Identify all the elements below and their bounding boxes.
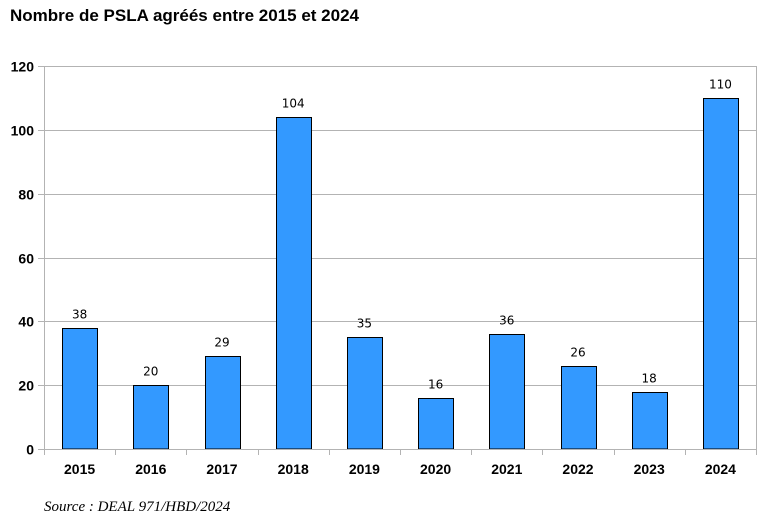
- y-tick-label-60: 60: [18, 251, 34, 267]
- data-label-2015: 38: [72, 308, 87, 322]
- data-label-2017: 29: [214, 336, 229, 350]
- y-tick-label-120: 120: [11, 59, 35, 75]
- x-tick-label-2019: 2019: [349, 461, 380, 477]
- chart-title: Nombre de PSLA agréés entre 2015 et 2024: [10, 6, 359, 25]
- axes: [38, 66, 757, 455]
- data-label-2016: 20: [143, 365, 158, 379]
- bar-2023: [632, 392, 668, 450]
- data-label-2021: 36: [499, 314, 514, 328]
- x-tick-label-2021: 2021: [491, 461, 522, 477]
- x-tick-label-2015: 2015: [64, 461, 95, 477]
- x-tick-label-2016: 2016: [135, 461, 166, 477]
- y-tick-label-20: 20: [18, 378, 34, 394]
- x-tick-label-2020: 2020: [420, 461, 451, 477]
- data-label-2024: 110: [709, 78, 732, 92]
- data-label-2019: 35: [357, 317, 372, 331]
- data-label-2018: 104: [282, 97, 305, 111]
- x-tick-label-2017: 2017: [206, 461, 237, 477]
- y-tick-label-0: 0: [26, 442, 34, 458]
- grid-lines: [44, 66, 757, 449]
- bar-2015: [62, 328, 98, 450]
- x-tick-label-2018: 2018: [278, 461, 309, 477]
- data-label-2020: 16: [428, 378, 443, 392]
- bar-2024: [703, 98, 739, 450]
- data-label-2023: 18: [642, 372, 657, 386]
- y-tick-label-80: 80: [18, 187, 34, 203]
- bar-2016: [133, 385, 169, 450]
- y-tick-label-40: 40: [18, 314, 34, 330]
- x-tick-label-2022: 2022: [562, 461, 593, 477]
- x-tick-label-2023: 2023: [634, 461, 665, 477]
- bar-2018: [276, 117, 312, 450]
- source-note: Source : DEAL 971/HBD/2024: [44, 499, 231, 515]
- bar-2019: [347, 337, 383, 450]
- data-label-2022: 26: [570, 346, 585, 360]
- bar-2017: [205, 356, 241, 450]
- y-tick-label-100: 100: [11, 123, 35, 139]
- bars: [62, 98, 739, 450]
- bar-2022: [561, 366, 597, 450]
- x-tick-label-2024: 2024: [705, 461, 736, 477]
- labels: 0 20 40 60 80 100 120 38 20 29 104 35 16 36 26 18 110 201…: [11, 59, 737, 478]
- bar-2020: [418, 398, 454, 450]
- bar-2021: [489, 334, 525, 450]
